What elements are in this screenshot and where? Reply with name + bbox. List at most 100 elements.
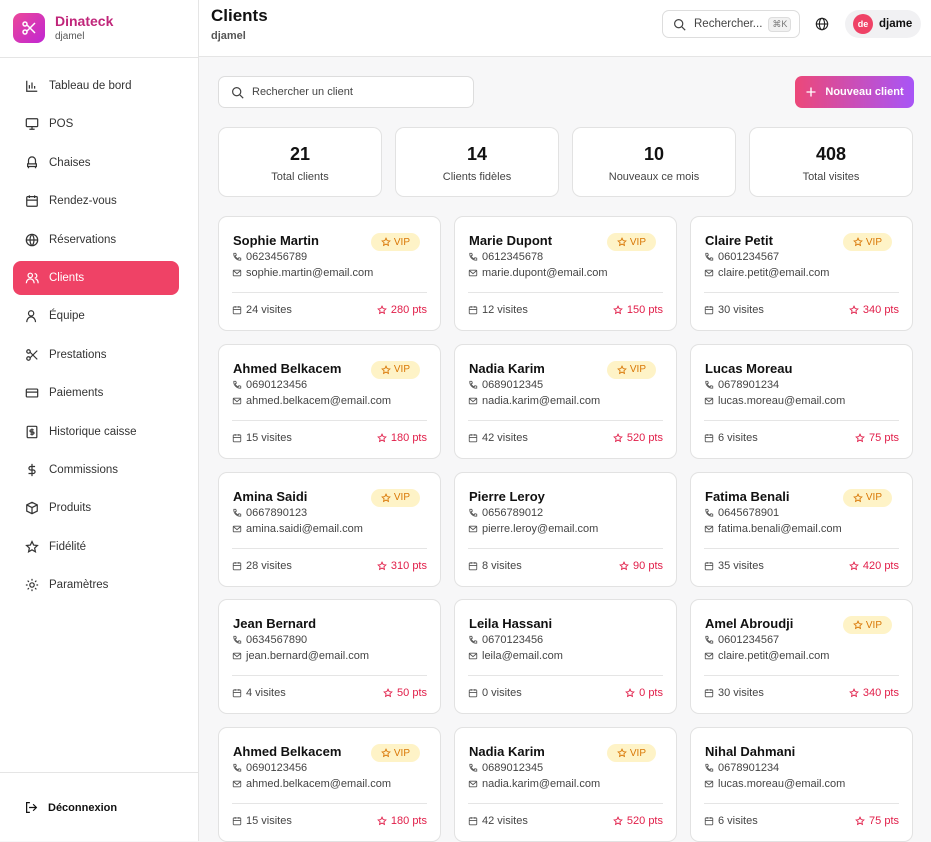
client-card[interactable]: Nadia Karim VIP 0689012345 nadia.karim@emai… <box>454 343 677 459</box>
nav-label: Paiements <box>49 387 104 400</box>
nav-item[interactable]: Réservations <box>13 223 179 257</box>
nav-label: Chaises <box>49 156 91 169</box>
client-visits: 35 visites <box>718 559 764 572</box>
client-email: amina.saidi@email.com <box>246 522 363 535</box>
icon <box>852 492 863 502</box>
icon <box>25 118 39 131</box>
client-name: Nadia Karim <box>469 360 545 376</box>
client-email: claire.petit@email.com <box>718 267 830 279</box>
icon <box>26 502 38 515</box>
icon <box>232 305 242 315</box>
client-points: 180 pts <box>390 431 427 444</box>
logout[interactable]: Déconnexion <box>25 801 117 814</box>
divider <box>232 547 427 549</box>
client-search[interactable]: Rechercher un client <box>218 76 474 108</box>
icon <box>616 237 627 247</box>
icon <box>619 560 629 570</box>
vip-badge: VIP <box>606 360 656 379</box>
nav-item[interactable]: Chaises <box>13 146 179 180</box>
nav-item[interactable]: Fidélité <box>13 530 179 564</box>
stat-value-text: 408 <box>815 144 847 164</box>
nav-item[interactable]: Rendez-vous <box>13 184 179 218</box>
icon <box>613 305 623 315</box>
client-email: nadia.karim@email.com <box>482 394 601 407</box>
visits-row: 15 visites <box>232 815 292 827</box>
logo <box>13 13 45 43</box>
icon <box>705 764 714 772</box>
email-row: claire.petit@email.com <box>704 267 829 279</box>
client-card[interactable]: Claire Petit VIP 0601234567 claire.petit@em… <box>690 216 913 331</box>
icon <box>849 688 859 698</box>
nav-item[interactable]: Commissions <box>13 453 179 487</box>
phone-row: 0670123456 <box>468 634 543 646</box>
client-visits: 4 visites <box>246 687 286 700</box>
global-search[interactable]: Rechercher... ⌘K <box>662 10 800 38</box>
stat-card: 10 Nouveaux ce mois <box>572 127 736 197</box>
nav-item[interactable]: Tableau de bord <box>13 69 179 103</box>
shortcut: ⌘K <box>768 16 792 32</box>
client-card[interactable]: Jean Bernard 0634567890 jean.bernard@email… <box>218 599 441 715</box>
client-card[interactable]: Pierre Leroy 0656789012 pierre.leroy@email… <box>454 471 677 587</box>
icon <box>469 508 478 517</box>
icon <box>232 397 242 405</box>
email-row: amina.saidi@email.com <box>232 523 363 535</box>
nav-item[interactable]: Paramètres <box>13 568 179 602</box>
search-placeholder: Rechercher... <box>694 18 763 30</box>
client-visits: 42 visites <box>482 815 528 828</box>
icon <box>704 653 714 660</box>
client-email: pierre.leroy@email.com <box>482 522 599 535</box>
email-row: ahmed.belkacem@email.com <box>232 395 391 407</box>
points-row: 340 pts <box>849 687 899 699</box>
client-card[interactable]: Ahmed Belkacem VIP 0690123456 ahmed.belkace… <box>218 727 441 842</box>
client-email: fatima.benali@email.com <box>718 522 842 535</box>
user-menu[interactable]: de djame <box>845 10 921 38</box>
client-phone: 0623456789 <box>246 251 308 263</box>
client-card[interactable]: Fatima Benali VIP 0645678901 fatima.benali@… <box>690 471 913 587</box>
client-phone: 0601234567 <box>718 634 780 647</box>
icon <box>377 432 387 443</box>
client-card[interactable]: Amina Saidi VIP 0667890123 amina.saidi@emai… <box>218 471 441 587</box>
client-email: sophie.martin@email.com <box>246 267 374 279</box>
stat-card: 14 Clients fidèles <box>395 127 559 197</box>
client-card[interactable]: Sophie Martin VIP 0623456789 sophie.martin@… <box>218 216 441 331</box>
stat-label-text: Clients fidèles <box>442 171 512 183</box>
phone-row: 0645678901 <box>704 507 779 519</box>
divider <box>468 419 663 421</box>
stat-card: 21 Total clients <box>218 127 382 197</box>
new-client-button[interactable]: Nouveau client <box>795 76 914 108</box>
client-visits: 24 visites <box>246 304 292 316</box>
client-card[interactable]: Leila Hassani 0670123456 leila@email.com 0 … <box>454 599 677 715</box>
nav-item[interactable]: Équipe <box>13 299 179 333</box>
nav-item[interactable]: Produits <box>13 491 179 525</box>
language-button[interactable] <box>815 17 829 31</box>
client-points: 75 pts <box>869 815 899 828</box>
client-card[interactable]: Nihal Dahmani 0678901234 lucas.moreau@emai… <box>690 727 913 842</box>
nav-item[interactable]: Paiements <box>13 376 179 410</box>
client-card[interactable]: Marie Dupont VIP 0612345678 marie.dupont@em… <box>454 216 677 331</box>
nav-item[interactable]: Clients <box>13 261 179 295</box>
icon <box>469 380 478 389</box>
client-card[interactable]: Amel Abroudji VIP 0601234567 claire.petit@e… <box>690 599 913 715</box>
vip-label: VIP <box>393 492 410 504</box>
email-row: jean.bernard@email.com <box>232 650 369 662</box>
visits-row: 30 visites <box>704 304 764 316</box>
icon <box>232 689 242 698</box>
client-card[interactable]: Lucas Moreau 0678901234 lucas.moreau@email… <box>690 343 913 459</box>
client-name: Fatima Benali <box>705 488 790 504</box>
points-row: 90 pts <box>619 560 663 572</box>
nav-item[interactable]: Historique caisse <box>13 415 179 449</box>
divider <box>704 803 899 805</box>
client-name: Amel Abroudji <box>705 616 794 632</box>
client-points: 90 pts <box>633 559 663 572</box>
nav-item[interactable]: Prestations <box>13 338 179 372</box>
points-row: 420 pts <box>849 560 899 572</box>
client-card[interactable]: Ahmed Belkacem VIP 0690123456 ahmed.belkace… <box>218 343 441 459</box>
client-card[interactable]: Nadia Karim VIP 0689012345 nadia.karim@emai… <box>454 727 677 842</box>
nav-item[interactable]: POS <box>13 107 179 141</box>
client-name: Leila Hassani <box>469 616 553 632</box>
points-row: 180 pts <box>377 815 427 827</box>
phone-row: 0689012345 <box>468 379 543 391</box>
client-phone: 0634567890 <box>246 634 308 647</box>
icon <box>705 636 714 644</box>
